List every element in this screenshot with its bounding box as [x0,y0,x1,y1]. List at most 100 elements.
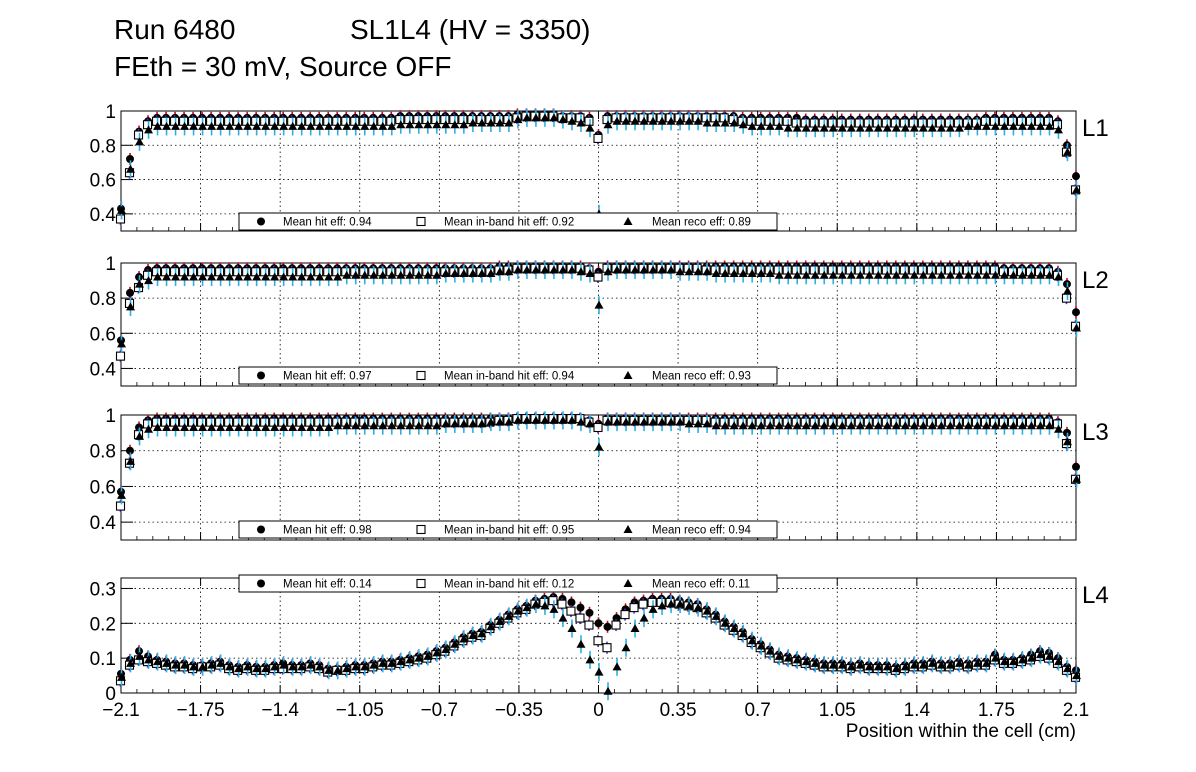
legend-marker-circle [257,217,265,226]
legend: Mean hit eff: 0.97 Mean in-band hit eff: … [238,366,778,385]
point-reco [909,270,919,279]
point-reco [324,423,334,431]
point-reco [1072,671,1081,680]
point-reco [720,118,730,127]
point-reco [810,421,820,430]
point-reco [648,116,658,125]
point-reco [1017,655,1027,664]
point-reco [666,417,676,426]
point-reco [324,272,334,281]
point-reco [486,417,496,426]
point-reco [477,629,487,638]
point-reco [234,272,244,281]
point-reco [612,662,622,671]
legend-label: Mean reco eff: 0.11 [652,579,750,591]
point-reco [1044,651,1054,660]
point-reco [126,456,136,465]
point-reco [819,660,829,669]
point-reco [639,116,649,125]
point-reco [216,272,226,281]
point-inband [647,597,657,607]
point-reco [270,121,280,130]
point-reco [495,267,505,276]
point-reco [117,672,126,681]
legend-marker-square [416,578,426,589]
point-reco [369,660,379,669]
point-reco [342,121,352,130]
point-reco [918,421,928,430]
point-inband [593,636,603,646]
point-reco [414,421,424,430]
point-reco [333,665,343,674]
panel-label-l4: L4 [1082,582,1109,609]
point-reco [873,421,883,430]
point-hit [1072,308,1080,317]
point-reco [126,658,136,667]
point-reco [342,270,352,279]
legend: Mean hit eff: 0.14 Mean in-band hit eff: … [238,574,778,593]
point-reco [486,269,496,278]
point-reco [891,123,901,132]
point-reco [378,421,388,430]
point-reco [1008,657,1018,666]
point-reco [630,624,640,633]
point-reco [171,423,181,431]
point-inband [575,613,585,623]
point-reco [198,121,208,130]
point-reco [900,123,910,132]
x-tick-label: 0 [593,700,604,721]
point-reco [1072,323,1081,332]
point-hit [567,598,576,607]
point-reco [117,339,126,348]
legend-marker-triangle [623,525,633,533]
point-reco [162,658,172,667]
point-reco [198,423,208,431]
point-reco [144,424,154,433]
point-reco [918,270,928,279]
point-reco [657,265,667,274]
point-reco [594,667,604,676]
point-reco [1053,657,1063,666]
point-reco [1035,650,1045,659]
point-reco [270,423,280,431]
point-reco [180,423,190,431]
point-reco [882,270,892,279]
point-reco [1062,664,1072,673]
point-reco [504,267,514,276]
y-tick-label: 1 [105,102,116,123]
legend-box [238,520,778,539]
point-reco [360,421,370,430]
point-reco [405,120,415,129]
point-hit [1072,172,1080,181]
legend-label: Mean hit eff: 0.94 [283,217,372,229]
legend-label: Mean hit eff: 0.97 [283,371,372,383]
point-reco [837,270,847,279]
point-reco [522,265,532,274]
point-reco [1072,185,1081,194]
point-reco [765,421,775,430]
point-reco [693,267,703,276]
point-inband [782,116,792,126]
point-reco [927,658,937,667]
point-hit [603,622,612,631]
point-reco [171,121,181,130]
point-reco [1044,121,1054,130]
point-reco [387,658,397,667]
x-tick-label: −0.35 [495,700,543,721]
point-reco [954,270,964,279]
legend-label: Mean in-band hit eff: 0.95 [444,525,574,537]
point-reco [198,662,208,671]
point-reco [702,118,712,127]
legend: Mean hit eff: 0.94 Mean in-band hit eff: … [238,212,778,231]
point-reco [954,123,964,132]
point-reco [936,421,946,430]
legend-marker-circle [257,525,265,534]
point-reco [837,421,847,430]
point-reco [468,118,478,127]
point-reco [891,421,901,430]
point-reco [603,120,613,129]
point-reco [675,417,685,426]
point-reco [819,421,829,430]
point-reco [144,125,154,134]
